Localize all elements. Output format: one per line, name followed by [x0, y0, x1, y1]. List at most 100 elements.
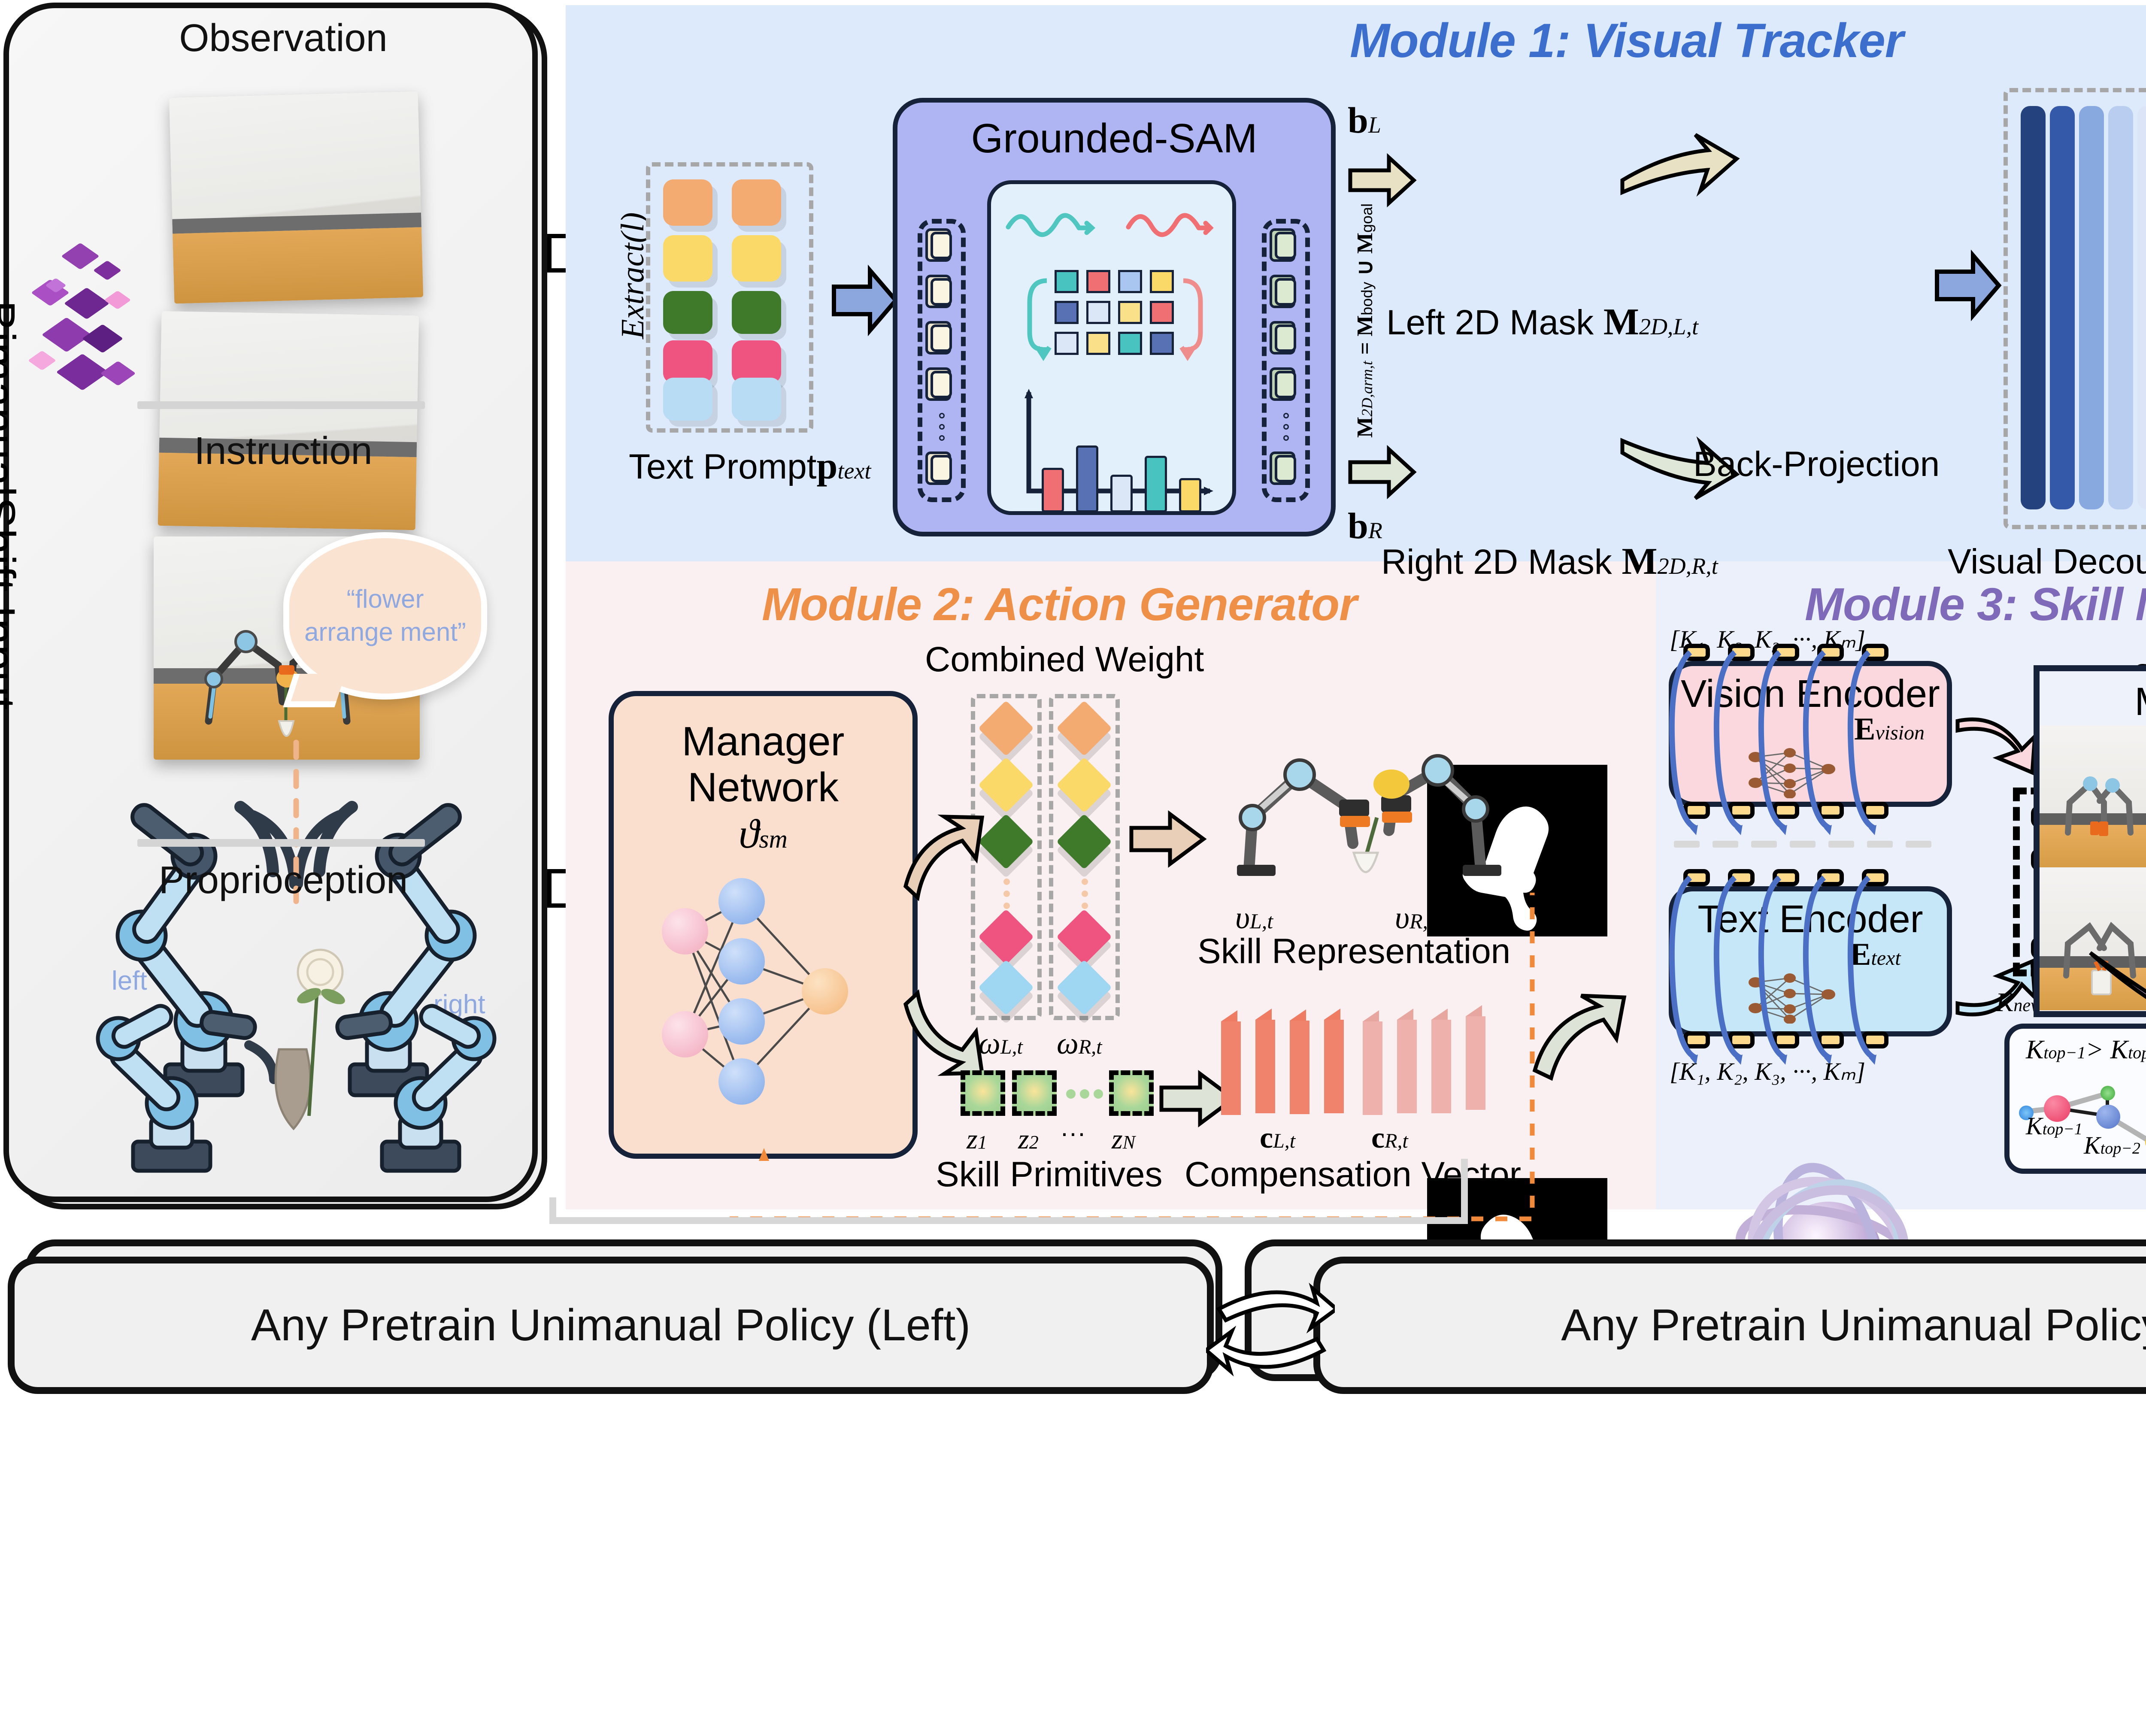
skill-primitives-label: Skill Primitives [936, 1155, 1163, 1194]
visual-decoupling-group [2004, 88, 2146, 529]
arrow-br-to-rightmask [1348, 444, 1417, 500]
text-encoder-symbol: Etext [1850, 937, 1901, 972]
omega-left-label: ωL,t [979, 1026, 1023, 1060]
gsam-output-tokens [1262, 219, 1310, 502]
arrow-compensation-to-module3 [1528, 991, 1627, 1081]
box-right-label: bR [1348, 505, 1382, 546]
c-left-label: cL,t [1260, 1121, 1296, 1154]
right-policy-box[interactable]: Any Pretrain Unimanual Policy (Right) [1313, 1257, 2146, 1394]
instruction-title: Instruction [194, 430, 373, 473]
mask-union-equation: M2D,arm,t = Mbody ∪ Mgoal [1353, 203, 1377, 438]
right-policy-label: Any Pretrain Unimanual Policy (Right) [1561, 1300, 2146, 1350]
arrow-manager-to-weights [901, 809, 985, 901]
left-2d-mask-label: Left 2D Mask M2D,L,t [1386, 301, 1698, 343]
skill-primitive-cell [1109, 1070, 1154, 1116]
k-top2-label: Ktop−2 [2084, 1131, 2140, 1159]
connector-rail-bottom-left [549, 1217, 1468, 1224]
combined-weight-label: Combined Weight [925, 640, 1204, 679]
instruction-robot-arms-icon [115, 739, 477, 1097]
text-encoder-skip-loops-icon [1669, 876, 1876, 1065]
arrow-vision-to-similarity [1955, 708, 2041, 781]
connector-rail-left-vertical [549, 1197, 556, 1223]
observation-title: Observation [179, 17, 388, 60]
skill-primitives-row [953, 1064, 1167, 1129]
right-2d-mask-label: Right 2D Mask M2D,R,t [1381, 541, 1718, 582]
gsam-grid [1055, 270, 1175, 356]
input-panel-vertical-title: BimanualShift Input [0, 300, 25, 711]
gsam-input-tokens [918, 219, 966, 502]
extract-label-text: Extract(l) [615, 212, 651, 339]
upsilon-left-label: υL,t [1235, 900, 1273, 936]
text-prompt-label: Text Promptptext [629, 445, 871, 487]
omega-right-label: ωR,t [1057, 1026, 1102, 1060]
z2-label: z2 [1018, 1124, 1039, 1155]
divider-instruction-proprioception [137, 839, 425, 847]
z-ellipsis: ··· [1060, 1118, 1086, 1147]
connector-rail-mid-vertical [1461, 1159, 1468, 1223]
k-list-bottom-label: [K₁, K₂, K₃, ···, Kₘ] [1670, 1057, 1866, 1085]
left-arm-label: left [112, 966, 147, 996]
module2-title: Module 2: Action Generator [762, 578, 1357, 630]
box-left-label: bL [1348, 100, 1381, 141]
skill-representation-robots-icon [1237, 754, 1501, 876]
gsam-output-token-column [1262, 219, 1310, 502]
proprioception-title: Proprioception [158, 859, 408, 902]
visual-decoupling-bars [2004, 88, 2146, 529]
memory-bank-cell [2040, 725, 2146, 867]
arrow-weights-to-skillrep [1129, 809, 1207, 869]
grounded-sam-inner-panel [987, 180, 1236, 515]
point-cloud-cubes-icon [26, 240, 155, 403]
visual-decoupling-label: Visual Decoupling [1948, 542, 2146, 581]
memory-bank-title: Memory Bank ℳ [2034, 678, 2146, 725]
omega-right-diamonds [1049, 694, 1120, 1020]
back-projection-label: Back-Projection [1693, 445, 1940, 484]
arrow-sphere-to-decoupling [1934, 247, 2002, 324]
observation-photo-mid [158, 311, 419, 530]
skill-representation-label: Skill Representation [1197, 932, 1511, 971]
skill-primitive-cell [1012, 1070, 1057, 1116]
memory-bank-grid [2040, 725, 2146, 1010]
feedback-dotted-line [730, 893, 1535, 1221]
skill-compare-expression: Ktop−1> Ktop−2? [2026, 1035, 2146, 1064]
zn-label: zN [1112, 1124, 1136, 1155]
arrow-prompt-to-gsam [831, 262, 899, 339]
skill-primitive-cell [961, 1070, 1005, 1116]
policy-exchange-arrows-icon [1206, 1282, 1335, 1377]
text-encoder-tokens [1665, 860, 1966, 1062]
grounded-sam-label: Grounded-SAM [971, 115, 1258, 161]
text-prompt-group [646, 162, 813, 433]
arrow-similarity-to-graph [2086, 944, 2146, 1030]
observation-photo-back [169, 91, 424, 304]
gsam-bars [1037, 427, 1209, 512]
manager-network-label: Manager Network ϑsm [682, 718, 845, 857]
upsilon-right-label: υR,t [1395, 900, 1434, 936]
proprioception-robot-icon [96, 948, 497, 1173]
arrow-leftmask-to-backprojection [1618, 124, 1743, 206]
module3-title: Module 3: Skill Memory [1805, 578, 2146, 630]
vision-encoder-symbol: Evision [1854, 712, 1925, 747]
text-prompt-squares [646, 162, 813, 433]
manager-network-nodes [631, 854, 897, 1133]
divider-observation-instruction [137, 401, 425, 409]
left-2d-mask-image [1427, 765, 1607, 936]
skill-comparison-graph-box [2004, 1024, 2146, 1174]
omega-left-diamonds [971, 694, 1042, 1020]
left-policy-box[interactable]: Any Pretrain Unimanual Policy (Left) [8, 1257, 1214, 1394]
arrow-bl-to-leftmask [1348, 152, 1417, 208]
skill-graph-nodes [2009, 1060, 2146, 1172]
vision-encoder-skip-loops-icon [1669, 650, 1876, 835]
z1-label: z1 [967, 1124, 987, 1155]
gsam-squiggles-icon [1006, 213, 1214, 237]
arrow-rightmask-to-backprojection [1618, 427, 1743, 509]
gsam-input-token-column [918, 219, 966, 502]
left-mask-shape-icon [1462, 806, 1549, 931]
module1-title: Module 1: Visual Tracker [1350, 14, 1904, 67]
k-top1-label: Ktop−1 [2026, 1112, 2082, 1140]
gsam-flow-arrows-icon [1027, 278, 1203, 361]
compensation-vector-slabs [1217, 996, 1526, 1137]
encoder-separator-ticks [1665, 839, 1974, 849]
omega-right-group [1049, 694, 1120, 1020]
c-right-label: cR,t [1371, 1121, 1408, 1154]
arrow-primitives-to-compensation [1159, 1069, 1237, 1129]
left-policy-label: Any Pretrain Unimanual Policy (Left) [251, 1300, 971, 1350]
